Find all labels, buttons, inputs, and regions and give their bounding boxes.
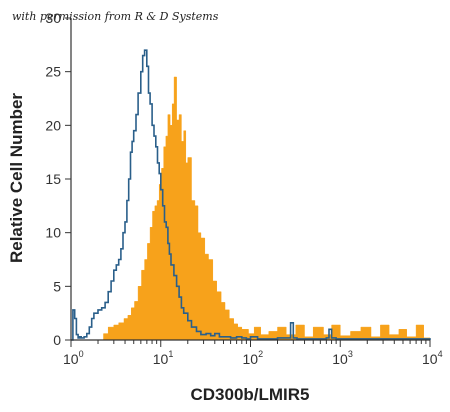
y-axis-title: Relative Cell Number	[7, 93, 26, 263]
outline-histogram-series	[71, 49, 431, 341]
x-tick-exponent: 2	[258, 349, 263, 359]
y-tick-label: 20	[45, 117, 61, 133]
y-tick-label: 30	[45, 10, 61, 26]
x-tick-label: 101	[153, 349, 174, 367]
x-tick-exponent: 4	[438, 349, 443, 359]
x-tick-exponent: 3	[348, 349, 353, 359]
y-tick-label: 10	[45, 225, 61, 241]
x-tick-label: 103	[332, 349, 353, 367]
y-tick-label: 15	[45, 171, 61, 187]
x-tick-exponent: 1	[168, 349, 173, 359]
permission-credit: with permission from R & D Systems	[12, 10, 219, 23]
series-layer	[71, 49, 431, 341]
x-tick-label: 100	[63, 349, 84, 367]
x-tick-base: 10	[422, 351, 438, 367]
x-tick-base: 10	[153, 351, 169, 367]
x-axis-title: CD300b/LMIR5	[190, 385, 309, 404]
x-tick-base: 10	[332, 351, 348, 367]
axes-layer	[70, 18, 430, 341]
x-tick-base: 10	[63, 351, 79, 367]
y-tick-label: 5	[53, 278, 61, 294]
x-tick-exponent: 0	[79, 349, 84, 359]
filled-histogram-series	[71, 76, 431, 341]
x-tick-label: 102	[243, 349, 264, 367]
y-tick-label: 25	[45, 64, 61, 80]
y-tick-label: 0	[53, 332, 61, 348]
x-tick-base: 10	[243, 351, 259, 367]
x-tick-label: 104	[422, 349, 443, 367]
